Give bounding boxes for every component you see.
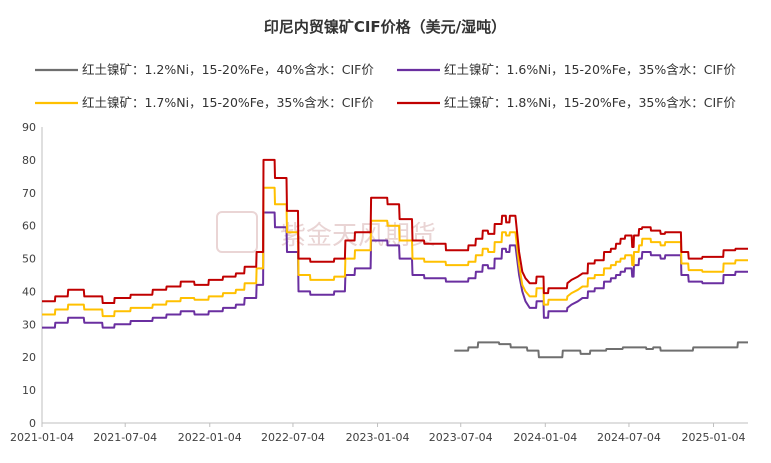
y-tick-label: 70 <box>22 187 36 200</box>
x-tick-label: 2024-07-04 <box>597 431 661 444</box>
y-axis: 0 10 20 30 40 50 60 70 80 90 <box>22 121 43 430</box>
legend-item-series-2: 红土镍矿：1.6%Ni，15-20%Fe，35%含水：CIF价 <box>397 62 736 77</box>
legend-label-series-2: 红土镍矿：1.6%Ni，15-20%Fe，35%含水：CIF价 <box>444 62 736 77</box>
watermark: 紫金天风期货 <box>216 211 436 253</box>
watermark-text: 紫金天风期货 <box>280 221 436 251</box>
y-tick-label: 20 <box>22 351 36 364</box>
chart-title: 印尼内贸镍矿CIF价格（美元/湿吨） <box>264 18 506 36</box>
legend-label-series-3: 红土镍矿：1.7%Ni，15-20%Fe，35%含水：CIF价 <box>82 95 374 110</box>
x-tick-label: 2021-07-04 <box>93 431 157 444</box>
series-line-2 <box>42 211 748 329</box>
legend-item-series-1: 红土镍矿：1.2%Ni，15-20%Fe，40%含水：CIF价 <box>35 62 374 77</box>
series-line-1 <box>454 341 748 359</box>
y-tick-label: 90 <box>22 121 36 134</box>
series-line-4 <box>42 158 748 304</box>
watermark-seal <box>216 211 258 253</box>
legend-item-series-3: 红土镍矿：1.7%Ni，15-20%Fe，35%含水：CIF价 <box>35 95 374 110</box>
x-tick-label: 2023-07-04 <box>429 431 493 444</box>
y-tick-label: 60 <box>22 220 36 233</box>
y-tick-label: 50 <box>22 253 36 266</box>
plot-lines <box>42 158 748 359</box>
legend-label-series-4: 红土镍矿：1.8%Ni，15-20%Fe，35%含水：CIF价 <box>444 95 736 110</box>
x-tick-label: 2022-07-04 <box>261 431 325 444</box>
x-tick-label: 2024-01-04 <box>513 431 577 444</box>
y-tick-label: 10 <box>22 384 36 397</box>
legend-item-series-4: 红土镍矿：1.8%Ni，15-20%Fe，35%含水：CIF价 <box>397 95 736 110</box>
x-tick-label: 2025-01-04 <box>682 431 746 444</box>
y-tick-label: 40 <box>22 285 36 298</box>
y-tick-label: 80 <box>22 154 36 167</box>
y-tick-label: 0 <box>29 417 36 430</box>
legend: 红土镍矿：1.2%Ni，15-20%Fe，40%含水：CIF价 红土镍矿：1.6… <box>35 62 736 110</box>
x-tick-label: 2023-01-04 <box>346 431 410 444</box>
x-tick-label: 2022-01-04 <box>178 431 242 444</box>
series-line-3 <box>42 186 748 318</box>
x-axis: 2021-01-04 2021-07-04 2022-01-04 2022-07-04… <box>10 422 748 444</box>
x-tick-label: 2021-01-04 <box>10 431 74 444</box>
y-tick-label: 30 <box>22 318 36 331</box>
legend-label-series-1: 红土镍矿：1.2%Ni，15-20%Fe，40%含水：CIF价 <box>82 62 374 77</box>
